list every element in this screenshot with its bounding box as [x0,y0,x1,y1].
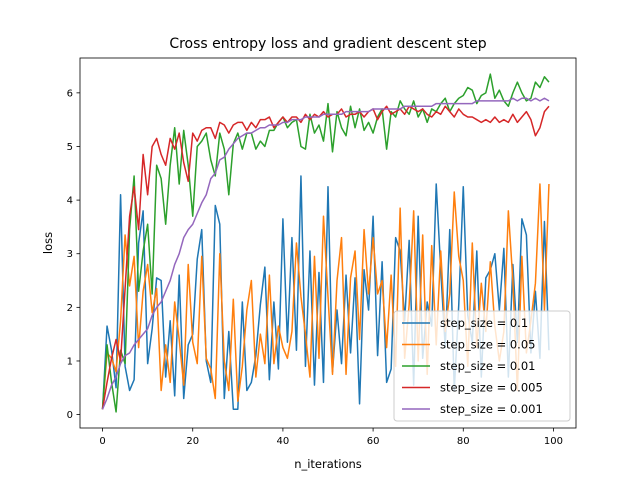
x-tick-label: 100 [544,436,563,447]
x-tick-label: 60 [367,436,380,447]
legend-label-4: step_size = 0.005 [440,381,543,395]
y-axis-label: loss [41,232,55,254]
legend-label-2: step_size = 0.05 [440,338,535,352]
y-axis: 0 1 2 3 4 5 6 [67,88,80,421]
legend-label-1: step_size = 0.1 [440,316,528,330]
x-tick-label: 40 [277,436,290,447]
y-tick-label: 4 [67,196,73,207]
plot-frame [79,57,577,429]
x-tick-label: 0 [99,436,105,447]
series-lines [101,73,550,413]
plot-area [101,73,550,413]
y-tick-label: 5 [67,142,73,153]
series-line-3 [101,73,550,413]
legend-box [393,310,571,422]
legend-label-5: step_size = 0.001 [440,402,543,416]
chart-title: Cross entropy loss and gradient descent … [169,36,486,52]
x-axis-label: n_iterations [294,457,362,471]
y-tick-label: 2 [67,303,73,314]
legend: step_size = 0.1 step_size = 0.05 step_size… [393,310,571,422]
x-tick-label: 20 [186,436,199,447]
legend-label-3: step_size = 0.01 [440,359,535,373]
series-line-2 [101,183,550,410]
y-tick-label: 1 [67,356,73,367]
x-axis: 0 20 40 60 80 100 [99,428,563,447]
y-tick-label: 3 [67,249,73,260]
x-tick-label: 80 [457,436,470,447]
y-tick-label: 0 [67,410,73,421]
y-tick-label: 6 [67,88,73,99]
series-line-5 [101,97,550,410]
